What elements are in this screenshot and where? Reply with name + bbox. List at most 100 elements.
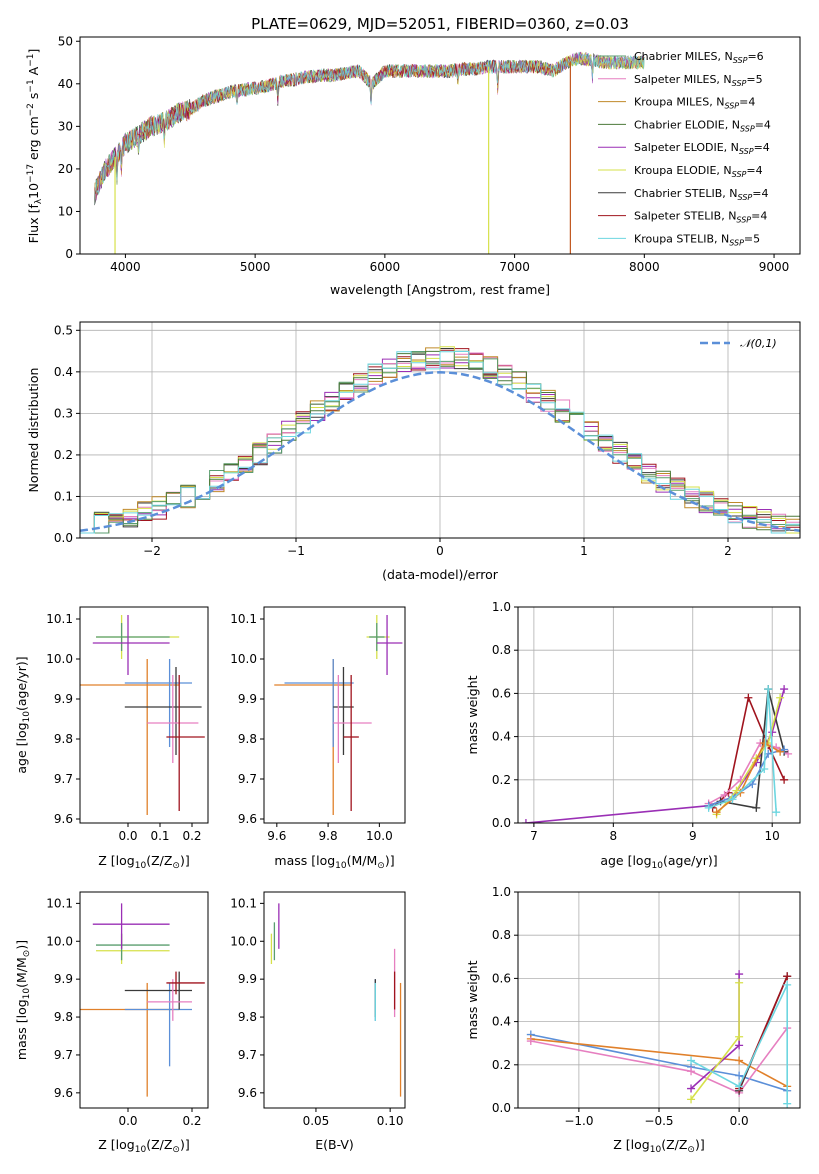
x-tick-label: 0.2 (182, 1114, 201, 1128)
y-tick-label: 9.6 (238, 812, 257, 826)
y-tick-label: 50 (58, 34, 73, 48)
plot-area (93, 51, 645, 254)
weight-marker (687, 1056, 696, 1065)
y-tick-label: 40 (58, 77, 73, 91)
weight-marker (735, 1071, 744, 1080)
y-tick-label: 10.1 (230, 612, 257, 626)
axes-frame (79, 606, 209, 824)
legend-label: Kroupa ELODIE, NSSP=4 (634, 164, 763, 179)
panel-mass-weight-vs-age: 7 8 9 10 0.0 0.2 0.4 0.6 0.8 1.0 age [log10(age/yr… (465, 600, 801, 871)
x-axis-label: wavelength [Angstrom, rest frame] (330, 282, 550, 297)
weight-marker (704, 803, 713, 812)
errorbar-point (369, 623, 385, 651)
errorbar-point (124, 971, 192, 1010)
weight-marker (735, 978, 744, 987)
y-axis-label: Flux [fλ10−17 erg cm−2 s−1 A−1] (26, 49, 44, 244)
x-tick-label: 0.0 (118, 829, 137, 843)
weight-marker (760, 765, 769, 773)
y-tick-label: 9.8 (54, 1010, 73, 1024)
y-tick-label: 10.0 (230, 934, 257, 948)
x-tick-label: 9 (689, 829, 697, 843)
x-tick-label: −1.0 (564, 1114, 593, 1128)
y-tick-label: 10.0 (46, 652, 73, 666)
y-tick-label: 0.0 (492, 1101, 511, 1115)
legend-label: Salpeter MILES, NSSP=5 (634, 73, 763, 88)
panel-mass-vs-ebv: 0.05 0.10 9.6 9.7 9.8 9.9 10.0 10.1 E(B-V) (230, 891, 406, 1152)
y-tick-label: 9.8 (238, 1010, 257, 1024)
weight-marker (752, 803, 761, 812)
panel-residuals: −2 −1 0 1 2 0.0 0.1 0.2 0.3 0.4 0.5 (data-model)/er… (26, 321, 801, 582)
y-tick-label: 0.6 (492, 971, 511, 985)
errorbar-point (333, 675, 372, 763)
y-tick-label: 9.6 (238, 1086, 257, 1100)
y-tick-label: 0.8 (492, 643, 511, 657)
x-axis-label: age [log10(age/yr)] (600, 853, 717, 871)
y-axis-label: age [log10(age/yr)] (14, 656, 32, 773)
weight-marker (687, 1084, 696, 1093)
weight-marker (720, 790, 729, 799)
legend-label: Chabrier MILES, NSSP=6 (634, 50, 764, 65)
x-axis-label: Z [log10(Z/Z⊙)] (613, 1137, 704, 1155)
y-axis-label: mass [log10(M/M⊙)] (14, 940, 32, 1060)
errorbar-point (92, 615, 170, 675)
y-tick-label: 9.7 (238, 1048, 257, 1062)
x-tick-label: 10.0 (366, 829, 393, 843)
weight-series (530, 1033, 788, 1092)
y-tick-label: 0.4 (54, 365, 73, 379)
x-tick-label: 4000 (110, 260, 141, 274)
y-tick-label: 10.1 (46, 612, 73, 626)
y-tick-label: 0.2 (54, 448, 73, 462)
y-tick-label: 0.2 (492, 773, 511, 787)
axes-frame (517, 891, 801, 1109)
legend-label: Chabrier ELODIE, NSSP=4 (634, 118, 771, 133)
x-axis-label: E(B-V) (315, 1137, 354, 1152)
weight-marker (783, 1099, 792, 1108)
legend-label: Chabrier STELIB, NSSP=4 (634, 187, 768, 202)
y-tick-label: 0.6 (492, 686, 511, 700)
errorbar-point (376, 615, 403, 675)
y-tick-label: 9.7 (54, 1048, 73, 1062)
weight-marker (687, 1095, 696, 1104)
weight-marker (521, 819, 530, 823)
weight-series (708, 742, 789, 805)
plot-area (80, 903, 205, 1097)
y-axis-label: Normed distribution (26, 368, 41, 493)
legend-label: Salpeter STELIB, NSSP=4 (634, 210, 767, 225)
errorbar-point (166, 675, 205, 811)
weight-marker (735, 970, 744, 979)
x-tick-label: 9.6 (267, 829, 286, 843)
errorbar-point (124, 667, 202, 755)
errorbar-point (80, 659, 180, 815)
y-tick-label: 10.0 (46, 934, 73, 948)
weight-series (690, 984, 788, 1104)
plot-area (80, 346, 800, 534)
weight-marker (780, 685, 789, 694)
panel-mass-weight-vs-Z: −1.0 −0.5 0.0 0.0 0.2 0.4 0.6 0.8 1.0 Z [log10(Z/… (465, 885, 801, 1155)
errorbar-point (96, 933, 170, 964)
x-tick-label: 5000 (240, 260, 271, 274)
errorbar-point (147, 675, 199, 763)
errorbar-point (343, 675, 359, 811)
spectrum-line (94, 51, 645, 206)
spectrum-line (94, 52, 645, 205)
weight-marker (735, 1082, 744, 1091)
y-tick-label: 9.6 (54, 812, 73, 826)
x-tick-label: 7000 (499, 260, 530, 274)
weight-marker (687, 1067, 696, 1076)
plot-area (526, 970, 792, 1108)
weight-marker (735, 1056, 744, 1065)
y-tick-label: 9.9 (238, 692, 257, 706)
x-axis-label: Z [log10(Z/Z⊙)] (98, 853, 189, 871)
y-tick-label: 10.0 (230, 652, 257, 666)
y-axis-label: mass weight (465, 675, 480, 754)
weight-marker (744, 693, 753, 702)
y-tick-label: 9.9 (238, 972, 257, 986)
x-tick-label: 0 (436, 544, 444, 558)
errorbar-point (124, 659, 192, 747)
y-tick-label: 0.1 (54, 489, 73, 503)
y-tick-label: 20 (58, 162, 73, 176)
x-tick-label: 8000 (629, 260, 660, 274)
weight-marker (728, 795, 737, 804)
weight-marker (764, 685, 773, 694)
